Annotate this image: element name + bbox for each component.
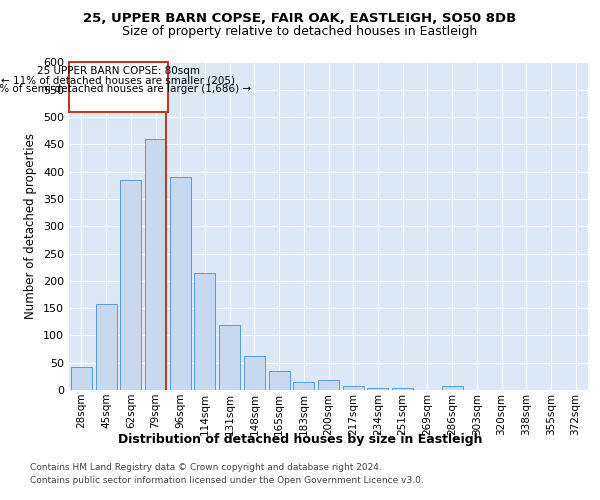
Bar [392,388,413,390]
Bar [71,367,92,390]
Y-axis label: Number of detached properties: Number of detached properties [25,133,37,320]
Bar [343,386,364,390]
Bar [269,371,290,390]
Text: Size of property relative to detached houses in Eastleigh: Size of property relative to detached ho… [122,25,478,38]
Bar [318,380,339,390]
Text: 88% of semi-detached houses are larger (1,686) →: 88% of semi-detached houses are larger (… [0,84,251,94]
Bar [95,304,116,390]
Bar [367,388,388,390]
Bar [219,324,240,390]
Text: 25, UPPER BARN COPSE, FAIR OAK, EASTLEIGH, SO50 8DB: 25, UPPER BARN COPSE, FAIR OAK, EASTLEIG… [83,12,517,26]
Bar [145,139,166,390]
Text: ← 11% of detached houses are smaller (205): ← 11% of detached houses are smaller (20… [1,75,235,85]
Bar [170,177,191,390]
Text: 25 UPPER BARN COPSE: 80sqm: 25 UPPER BARN COPSE: 80sqm [37,66,200,76]
Text: Contains public sector information licensed under the Open Government Licence v3: Contains public sector information licen… [30,476,424,485]
Text: Distribution of detached houses by size in Eastleigh: Distribution of detached houses by size … [118,432,482,446]
FancyBboxPatch shape [69,62,168,112]
Bar [442,386,463,390]
Bar [244,356,265,390]
Bar [194,272,215,390]
Text: Contains HM Land Registry data © Crown copyright and database right 2024.: Contains HM Land Registry data © Crown c… [30,464,382,472]
Bar [120,180,141,390]
Bar [293,382,314,390]
